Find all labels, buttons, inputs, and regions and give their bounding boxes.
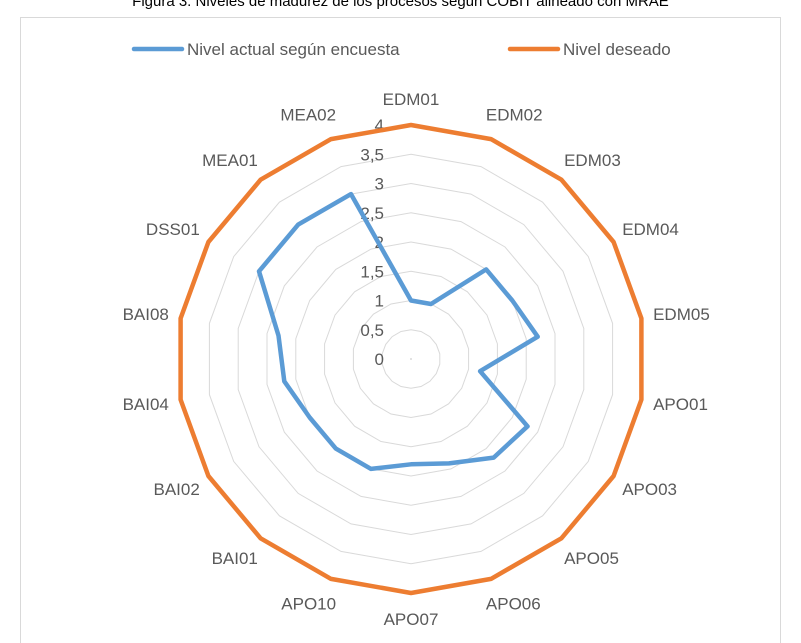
tick-label: 0,5 (360, 321, 384, 340)
legend-label-nivel-actual: Nivel actual según encuesta (187, 40, 400, 59)
chart-frame (20, 17, 781, 643)
category-label: APO03 (622, 480, 677, 499)
category-label: EDM04 (622, 220, 679, 239)
label-layer: EDM01 EDM02 EDM03 EDM04 EDM05 APO01 APO03 APO05… (123, 90, 710, 629)
category-label: EDM01 (383, 90, 440, 109)
category-label: MEA01 (202, 151, 258, 170)
category-label: APO05 (564, 549, 619, 568)
category-label: EDM02 (486, 106, 543, 125)
grid-ring (324, 270, 498, 448)
category-label: BAI01 (212, 549, 258, 568)
series-line-nivel-actual (256, 191, 540, 472)
category-label: APO01 (653, 395, 708, 414)
legend: Nivel actual según encuesta Nivel desead… (131, 40, 671, 59)
tick-layer: 00,511,522,533,54 (360, 116, 384, 369)
series-line-nivel-deseado (178, 122, 644, 596)
grid-ring (266, 212, 556, 506)
legend-label-nivel-deseado: Nivel deseado (563, 40, 671, 59)
category-label: BAI08 (123, 305, 169, 324)
tick-label: 0 (375, 350, 384, 369)
tick-label: 1,5 (360, 262, 384, 281)
grid-ring (208, 153, 614, 565)
category-label: APO10 (281, 594, 336, 613)
category-label: EDM05 (653, 305, 710, 324)
series-layer (178, 122, 644, 596)
category-label: DSS01 (146, 220, 200, 239)
category-label: EDM03 (564, 151, 621, 170)
category-label: APO07 (384, 610, 439, 629)
category-label: BAI02 (153, 480, 199, 499)
tick-label: 3 (375, 175, 384, 194)
category-label: BAI04 (123, 395, 169, 414)
tick-label: 1 (375, 292, 384, 311)
grid-center (410, 358, 412, 360)
category-label: APO06 (486, 594, 541, 613)
grid-ring (381, 329, 441, 389)
chart-title: Figura 3. Niveles de madurez de los proc… (132, 0, 669, 10)
category-label: MEA02 (280, 106, 336, 125)
tick-label: 4 (375, 116, 384, 135)
grid-ring (352, 299, 470, 419)
tick-label: 3,5 (360, 145, 384, 164)
